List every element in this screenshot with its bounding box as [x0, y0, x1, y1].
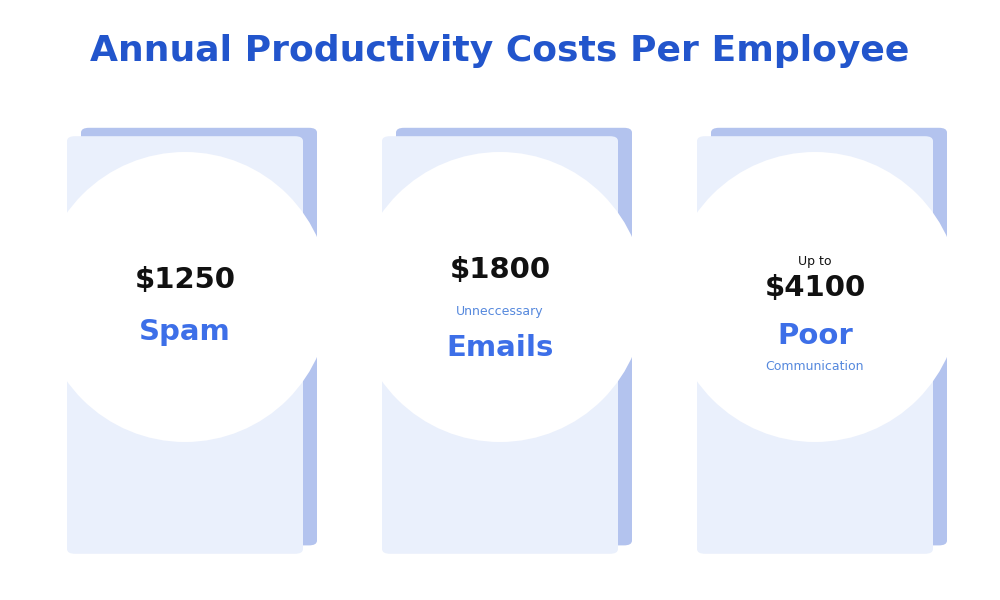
Ellipse shape [355, 152, 645, 442]
FancyBboxPatch shape [81, 128, 317, 545]
Text: Poor: Poor [777, 322, 853, 350]
Text: Unneccessary: Unneccessary [456, 305, 544, 319]
Text: $1250: $1250 [134, 266, 236, 294]
FancyBboxPatch shape [67, 136, 303, 554]
Text: Annual Productivity Costs Per Employee: Annual Productivity Costs Per Employee [90, 34, 910, 68]
Text: $4100: $4100 [764, 274, 866, 302]
FancyBboxPatch shape [711, 128, 947, 545]
Ellipse shape [40, 152, 330, 442]
Text: Up to: Up to [798, 254, 832, 268]
FancyBboxPatch shape [396, 128, 632, 545]
Text: Communication: Communication [766, 359, 864, 373]
Ellipse shape [670, 152, 960, 442]
Text: Emails: Emails [446, 334, 554, 362]
FancyBboxPatch shape [697, 136, 933, 554]
Text: $1800: $1800 [449, 256, 551, 284]
Text: Spam: Spam [139, 318, 231, 346]
FancyBboxPatch shape [382, 136, 618, 554]
